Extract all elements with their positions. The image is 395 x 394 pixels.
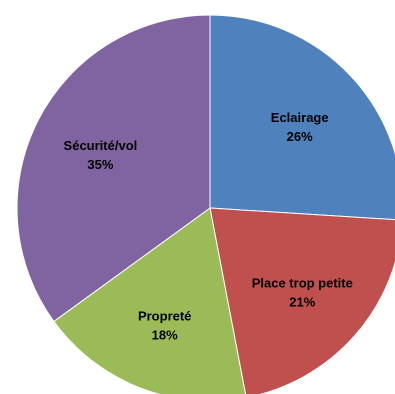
slice-category-label: Sécurité/vol [64, 138, 138, 153]
pie-slice-3 [53, 207, 246, 394]
slice-category-label: Eclairage [271, 110, 329, 125]
slice-category-label: Place trop petite [252, 275, 353, 290]
slice-value-label: 21% [289, 294, 315, 309]
pie-slice-4 [16, 14, 211, 323]
slice-value-label: 26% [287, 129, 313, 144]
pie-labels: Eclairage 26% Place trop petite 21% Propreté… [64, 110, 353, 343]
pie-slice-2 [209, 207, 395, 394]
slice-value-label: 18% [152, 327, 178, 342]
slice-value-label: 35% [87, 157, 113, 172]
pie-slice-1 [209, 14, 395, 221]
slice-category-label: Propreté [138, 308, 191, 323]
pie-slices [16, 14, 395, 394]
